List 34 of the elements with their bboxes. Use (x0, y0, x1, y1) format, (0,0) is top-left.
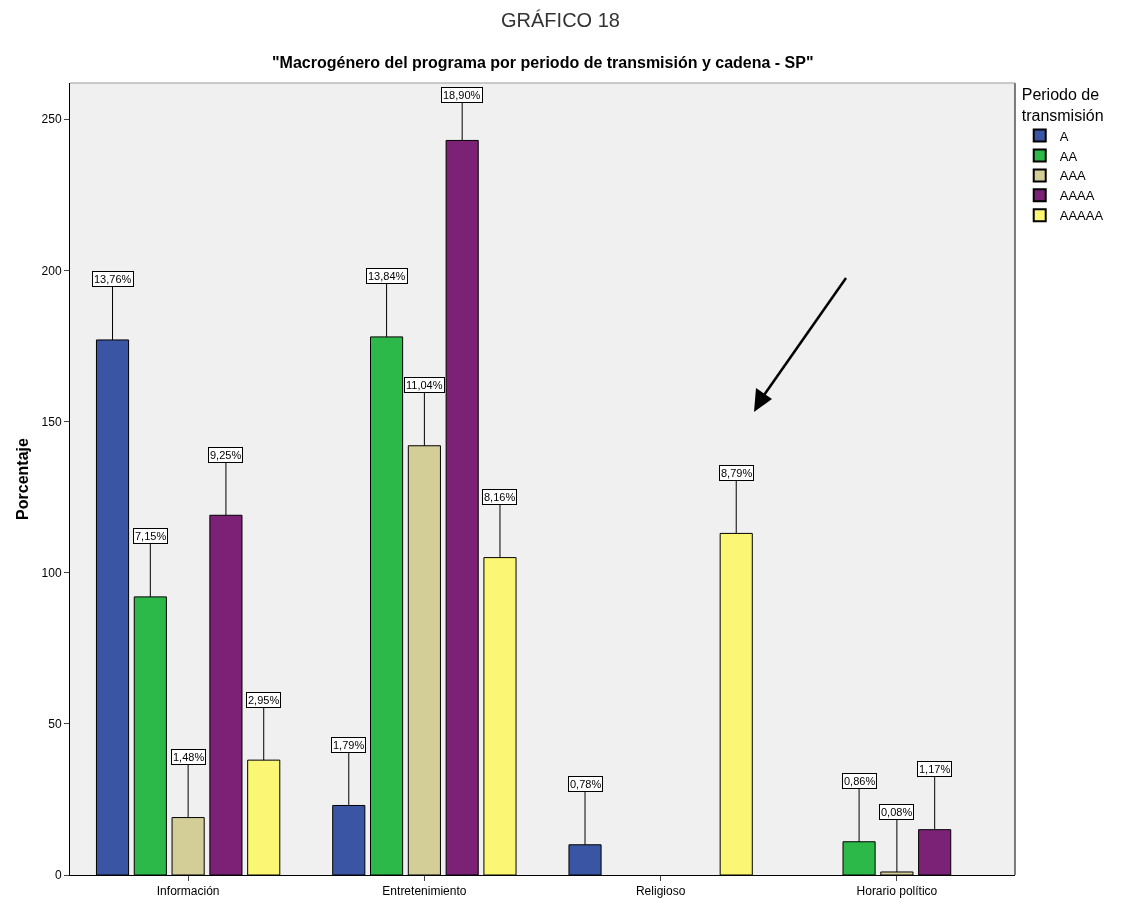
annotation: 18,90% (443, 89, 481, 101)
y-tick-label: 150 (41, 414, 62, 429)
annotation: 8,16% (484, 491, 516, 503)
x-tick-label: Entretenimiento (382, 884, 467, 899)
annotation: 11,04% (406, 379, 443, 391)
y-tick-label: 0 (54, 868, 62, 883)
y-axis-title: Porcentaje (14, 437, 31, 520)
y-tick-label: 250 (41, 112, 62, 127)
annotation: 9,25% (210, 449, 242, 461)
annotation: 2,95% (248, 694, 280, 706)
annotation: 0,08% (881, 806, 913, 818)
annotation: 8,79% (721, 467, 753, 479)
y-tick-label: 50 (48, 717, 62, 732)
legend-title: Periodo de transmisión (1021, 85, 1104, 124)
x-tick-label: Información (156, 884, 220, 899)
annotation: 0,86% (844, 775, 876, 787)
annotation: 13,84% (368, 270, 406, 282)
y-tick-label: 100 (41, 565, 62, 580)
chart-title: GRÁFICO 18 (501, 9, 620, 32)
x-tick-label: Horario político (856, 884, 938, 899)
annotation: 1,79% (333, 739, 365, 751)
chart-subtitle: "Macrogénero del programa por periodo de transmisión y cadena - SP" (272, 54, 814, 71)
legend-label: AA (1059, 148, 1078, 164)
x-tick-label: Religioso (635, 884, 686, 899)
annotation: 7,15% (135, 530, 167, 542)
legend-label: AAAA (1059, 188, 1095, 204)
legend-label: AAAAA (1059, 208, 1104, 224)
annotation: 1,17% (919, 763, 951, 775)
annotation: 13,76% (94, 273, 132, 285)
annotation: 1,48% (173, 751, 205, 763)
legend-label: A (1059, 128, 1069, 144)
y-tick-label: 200 (41, 263, 62, 278)
annotation: 0,78% (570, 778, 602, 790)
legend-label: AAA (1059, 168, 1087, 184)
